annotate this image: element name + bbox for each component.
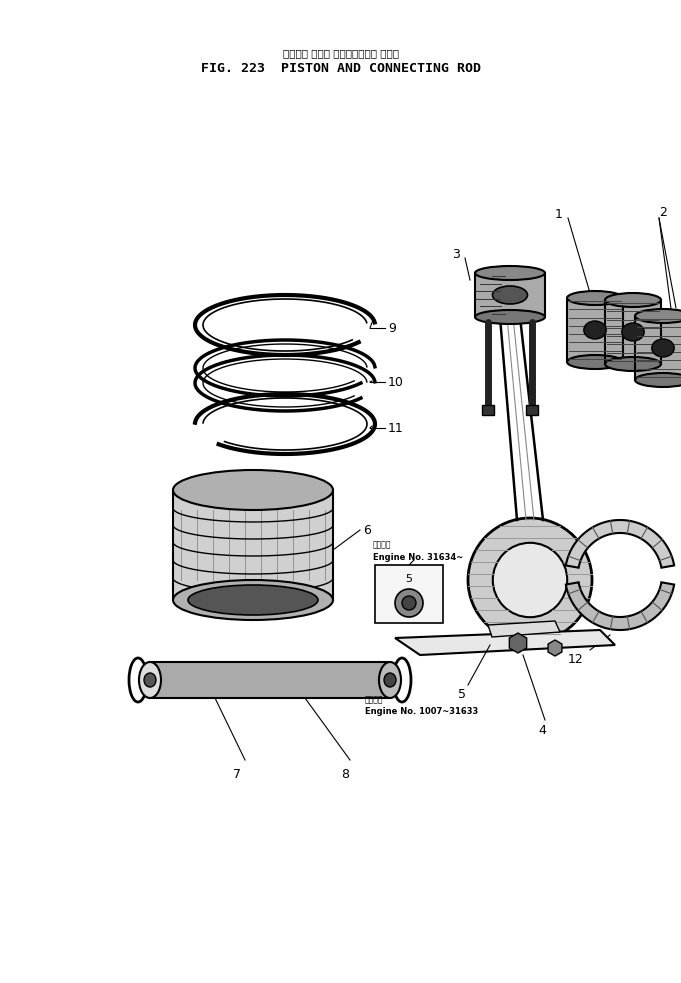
Ellipse shape	[173, 470, 333, 510]
Text: 3: 3	[452, 248, 460, 260]
Ellipse shape	[652, 339, 674, 357]
Ellipse shape	[635, 309, 681, 323]
Ellipse shape	[384, 673, 396, 687]
Text: Engine No. 1007~31633: Engine No. 1007~31633	[365, 708, 478, 717]
Text: 適用年式: 適用年式	[373, 541, 392, 549]
Bar	[475, 273, 545, 317]
Bar	[482, 405, 494, 415]
Ellipse shape	[188, 585, 318, 615]
Text: 10: 10	[388, 376, 404, 388]
Text: 6: 6	[363, 524, 371, 537]
Text: 2: 2	[659, 206, 667, 219]
Ellipse shape	[567, 355, 623, 369]
Ellipse shape	[622, 323, 644, 341]
Text: FIG. 223  PISTON AND CONNECTING ROD: FIG. 223 PISTON AND CONNECTING ROD	[201, 62, 481, 75]
Text: 1: 1	[555, 207, 563, 220]
Polygon shape	[395, 630, 615, 655]
Text: 5: 5	[405, 574, 413, 584]
Polygon shape	[566, 582, 674, 630]
Circle shape	[493, 543, 567, 617]
Ellipse shape	[475, 266, 545, 280]
Text: 7: 7	[233, 768, 241, 781]
Bar	[526, 405, 538, 415]
Text: 8: 8	[341, 768, 349, 781]
Ellipse shape	[173, 580, 333, 620]
Bar	[605, 300, 661, 364]
Text: 4: 4	[538, 724, 546, 737]
Polygon shape	[488, 621, 560, 637]
Ellipse shape	[584, 321, 606, 339]
Circle shape	[402, 596, 416, 610]
Bar	[635, 316, 681, 380]
Ellipse shape	[379, 662, 401, 698]
Polygon shape	[566, 520, 674, 568]
Text: 適用年式: 適用年式	[365, 696, 383, 705]
Bar	[173, 490, 333, 600]
Text: 5: 5	[458, 688, 466, 701]
Text: ピストン および コネクティング ロッド: ピストン および コネクティング ロッド	[283, 48, 399, 58]
Ellipse shape	[492, 286, 528, 304]
Bar	[150, 662, 390, 698]
Ellipse shape	[567, 291, 623, 305]
Ellipse shape	[605, 357, 661, 371]
Ellipse shape	[139, 662, 161, 698]
Text: 9: 9	[388, 321, 396, 334]
Text: Engine No. 31634~: Engine No. 31634~	[373, 552, 463, 561]
Ellipse shape	[635, 373, 681, 387]
Ellipse shape	[605, 293, 661, 307]
Circle shape	[395, 589, 423, 617]
Circle shape	[468, 518, 592, 642]
Bar	[567, 298, 623, 362]
Ellipse shape	[144, 673, 156, 687]
Text: 11: 11	[388, 422, 404, 434]
Bar	[375, 565, 443, 623]
Text: 12: 12	[567, 653, 583, 666]
Ellipse shape	[475, 310, 545, 324]
